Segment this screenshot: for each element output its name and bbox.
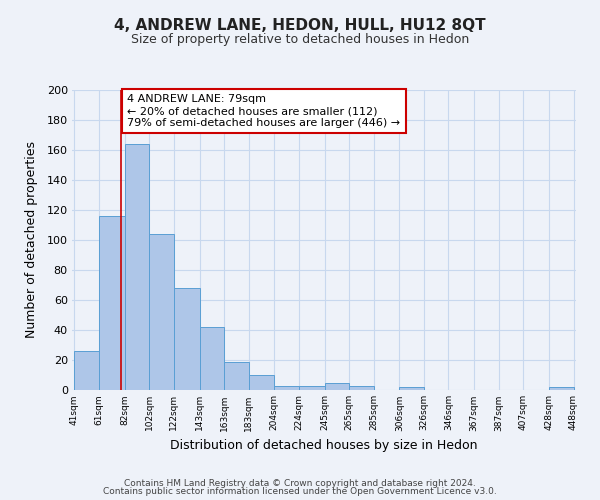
- Bar: [325, 382, 349, 390]
- Bar: [149, 234, 174, 390]
- Bar: [349, 386, 374, 390]
- Bar: [200, 327, 224, 390]
- Bar: [174, 288, 200, 390]
- Bar: [248, 375, 274, 390]
- Bar: [74, 351, 99, 390]
- Text: 4 ANDREW LANE: 79sqm
← 20% of detached houses are smaller (112)
79% of semi-deta: 4 ANDREW LANE: 79sqm ← 20% of detached h…: [127, 94, 400, 128]
- Bar: [274, 386, 299, 390]
- Bar: [400, 387, 424, 390]
- Bar: [224, 362, 248, 390]
- Text: 4, ANDREW LANE, HEDON, HULL, HU12 8QT: 4, ANDREW LANE, HEDON, HULL, HU12 8QT: [114, 18, 486, 32]
- Text: Contains HM Land Registry data © Crown copyright and database right 2024.: Contains HM Land Registry data © Crown c…: [124, 478, 476, 488]
- Bar: [549, 387, 574, 390]
- Y-axis label: Number of detached properties: Number of detached properties: [25, 142, 38, 338]
- Text: Size of property relative to detached houses in Hedon: Size of property relative to detached ho…: [131, 32, 469, 46]
- X-axis label: Distribution of detached houses by size in Hedon: Distribution of detached houses by size …: [170, 439, 478, 452]
- Bar: [99, 216, 125, 390]
- Text: Contains public sector information licensed under the Open Government Licence v3: Contains public sector information licen…: [103, 487, 497, 496]
- Bar: [299, 386, 325, 390]
- Bar: [125, 144, 149, 390]
